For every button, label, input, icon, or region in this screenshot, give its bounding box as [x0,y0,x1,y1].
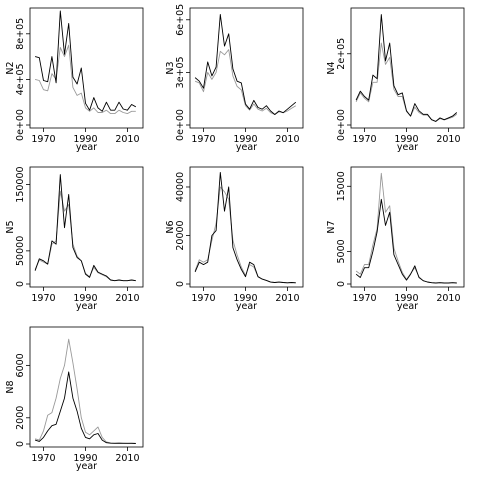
x-tick-label: 1990 [394,134,418,145]
y-tick-label: 40000 [175,172,186,202]
y-tick-label: 2e+05 [336,38,347,70]
x-tick-label: 1970 [352,134,376,145]
panel-2: 1970 1990 2010 year 0e+00 3e+05 6e+05 N3 [165,4,304,153]
y-tick-label: 0 [15,281,26,287]
plot-frame [350,166,465,288]
series-line-2 [194,186,296,284]
series-line-1 [34,371,136,444]
y-tick-label: 20000 [175,220,186,250]
series-line-1 [34,174,136,282]
x-tick-label: 1970 [31,293,55,304]
x-axis-label: year [397,142,418,153]
x-tick-label: 1970 [352,293,376,304]
y-axis-label: N6 [165,220,176,233]
x-tick-label: 1970 [191,134,215,145]
x-tick-label: 2010 [115,293,139,304]
y-tick-label: 4e+05 [15,63,26,95]
plot-frame [29,326,144,448]
x-tick-label: 2010 [115,453,139,464]
x-tick-label: 2010 [275,134,299,145]
y-tick-label: 2000 [15,406,26,430]
series-line-1 [355,198,457,284]
y-axis-label: N7 [326,220,337,233]
x-tick-label: 1970 [31,453,55,464]
x-tick-label: 1990 [394,293,418,304]
y-axis-label: N2 [5,61,16,74]
y-tick-label: 150000 [15,166,26,202]
x-tick-label: 1990 [233,134,257,145]
x-tick-label: 2010 [275,293,299,304]
panel-4: 1970 1990 2010 year 0 50000 150000 N5 [5,166,144,312]
plot-frame [189,7,304,129]
y-tick-label: 6000 [15,353,26,377]
series-line-1 [194,171,296,284]
y-tick-label: 0 [336,281,347,287]
x-tick-label: 1990 [73,453,97,464]
y-tick-label: 3e+05 [175,56,186,88]
x-tick-label: 1970 [191,293,215,304]
panel-1: 1970 1990 2010 year 0e+00 4e+05 8e+05 N2 [5,7,144,153]
y-tick-label: 0e+00 [15,109,26,141]
plot-frame [29,7,144,129]
x-axis-label: year [236,301,257,312]
series-line-2 [194,49,297,115]
y-tick-label: 50000 [15,236,26,266]
panel-5: 1970 1990 2010 year 0 20000 40000 N6 [165,166,304,312]
x-axis-label: year [397,301,418,312]
plot-frame [350,7,465,129]
y-tick-label: 6e+05 [175,4,186,36]
y-axis-label: N3 [165,61,176,74]
x-axis-label: year [76,142,97,153]
series-line-1 [355,14,458,122]
y-tick-label: 0e+00 [175,109,186,141]
series-line-2 [34,44,136,115]
x-tick-label: 1990 [73,134,97,145]
plot-frame [189,166,304,288]
y-axis-label: N5 [5,220,16,233]
x-axis-label: year [76,301,97,312]
x-tick-label: 2010 [115,134,139,145]
y-tick-label: 0e+00 [336,109,347,141]
x-tick-label: 1990 [73,293,97,304]
x-tick-label: 2010 [436,134,460,145]
y-tick-label: 15000 [336,171,347,201]
panel-6: 1970 1990 2010 year 0 5000 15000 N7 [326,166,465,312]
x-tick-label: 2010 [436,293,460,304]
y-axis-label: N8 [5,380,16,393]
series-line-1 [194,14,297,115]
series-line-1 [34,10,137,112]
y-tick-label: 8e+05 [15,18,26,50]
x-tick-label: 1990 [233,293,257,304]
y-tick-label: 0 [15,441,26,447]
panel-7: 1970 1990 2010 year 0 2000 6000 N8 [5,326,144,472]
x-axis-label: year [76,461,97,472]
plot-frame [29,166,144,288]
series-line-2 [355,172,457,284]
y-axis-label: N4 [326,61,337,74]
y-tick-label: 5000 [336,239,347,263]
series-line-2 [34,190,136,282]
y-tick-label: 0 [175,281,186,287]
x-tick-label: 1970 [31,134,55,145]
x-axis-label: year [236,142,257,153]
